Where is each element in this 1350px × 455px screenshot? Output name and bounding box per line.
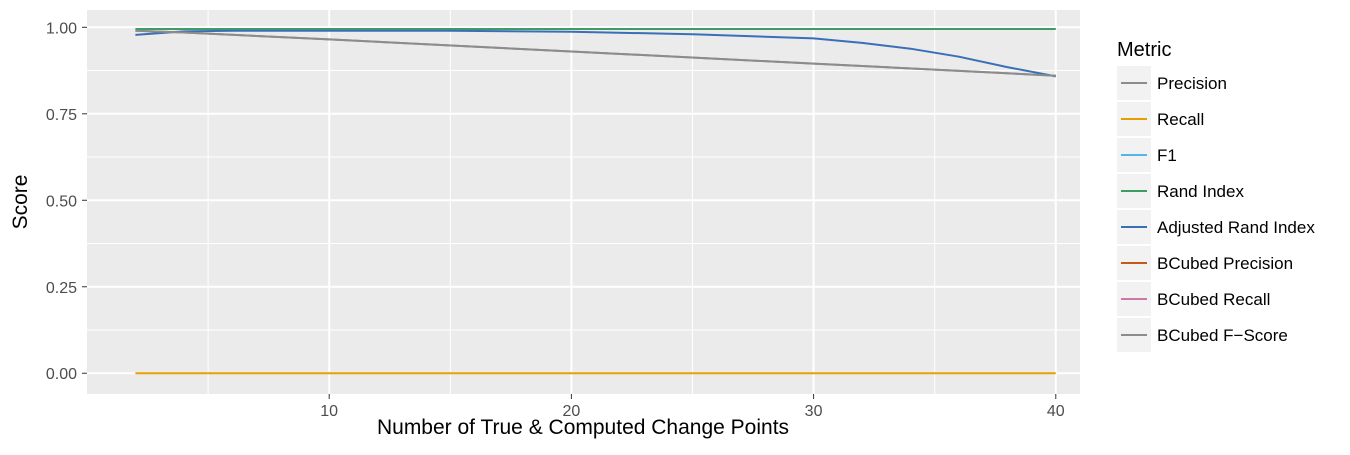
legend-label-bcubed-f-score: BCubed F−Score [1157, 326, 1288, 345]
y-tick-label: 0.00 [46, 366, 77, 383]
y-tick-label: 0.75 [46, 107, 77, 124]
legend: Metric Precision Recall F1 Rand Index Adjust… [1117, 39, 1315, 352]
x-tick-label: 30 [805, 403, 823, 420]
plot-panel [87, 10, 1080, 394]
y-axis-title: Score [9, 175, 32, 230]
legend-label-precision: Precision [1157, 74, 1227, 93]
x-tick-label: 20 [562, 403, 580, 420]
x-axis-title: Number of True & Computed Change Points [377, 416, 789, 439]
series-line-adjusted-rand-index [135, 29, 1056, 78]
y-tick-label: 1.00 [46, 20, 77, 37]
legend-label-rand-index: Rand Index [1157, 182, 1244, 201]
y-tick-label: 0.25 [46, 280, 77, 297]
legend-label-bcubed-recall: BCubed Recall [1157, 290, 1270, 309]
y-tick-label: 0.50 [46, 193, 77, 210]
legend-label-adjusted-rand-index: Adjusted Rand Index [1157, 218, 1315, 237]
axes: 10 20 30 40 0.00 0.25 0.50 0.75 1.00 [46, 20, 1065, 420]
legend-title: Metric [1117, 39, 1171, 61]
x-tick-label: 40 [1047, 403, 1065, 420]
legend-label-bcubed-precision: BCubed Precision [1157, 254, 1293, 273]
series-lines [135, 28, 1056, 375]
legend-label-f1: F1 [1157, 146, 1177, 165]
series-line-bcubed-f-score [135, 29, 1056, 77]
legend-items: Precision Recall F1 Rand Index Adjusted Rand… [1117, 66, 1315, 352]
x-tick-label: 10 [320, 403, 338, 420]
legend-label-recall: Recall [1157, 110, 1204, 129]
